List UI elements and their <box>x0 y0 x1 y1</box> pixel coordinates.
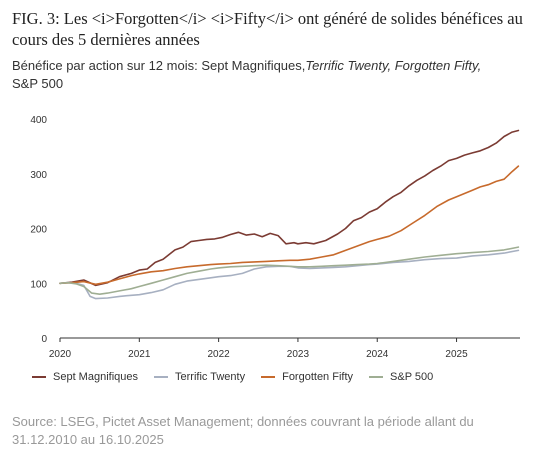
source-note: Source: LSEG, Pictet Asset Management; d… <box>12 414 474 447</box>
legend-label: Forgotten Fifty <box>282 371 354 383</box>
y-tick-label: 100 <box>30 279 47 290</box>
x-tick-label: 2023 <box>287 349 310 360</box>
legend-swatch <box>32 376 46 378</box>
y-tick-label: 0 <box>41 334 47 345</box>
x-tick-label: 2020 <box>49 349 72 360</box>
y-tick-label: 400 <box>30 115 47 126</box>
legend-item-forgotten-fifty: Forgotten Fifty <box>261 371 353 383</box>
chart-title: FIG. 3: Les <i>Forgotten</i> <i>Fifty</i… <box>12 9 523 49</box>
legend-label: Sept Magnifiques <box>53 371 138 383</box>
subtitle-italic: Terrific Twenty, Forgotten Fifty, <box>305 58 482 73</box>
legend-item-s-p-500: S&P 500 <box>369 371 433 383</box>
series-line-sept-magnifiques <box>59 129 520 287</box>
subtitle-end: S&P 500 <box>12 76 64 91</box>
legend-item-sept-magnifiques: Sept Magnifiques <box>32 371 138 383</box>
legend: Sept Magnifiques Terrific Twenty Forgotten… <box>32 371 532 383</box>
legend-swatch <box>369 376 384 378</box>
subtitle-main: Bénéfice par action sur 12 mois: Sept Ma… <box>12 58 306 73</box>
series-line-forgotten-fifty <box>59 165 520 286</box>
legend-label: S&P 500 <box>390 371 434 383</box>
x-tick-label: 2024 <box>366 349 389 360</box>
y-tick-label: 200 <box>30 225 47 236</box>
chart-subtitle: Bénéfice par action sur 12 mois: Sept Ma… <box>12 57 530 93</box>
x-tick-label: 2021 <box>128 349 151 360</box>
series-line-terrific-twenty <box>59 249 520 300</box>
legend-label: Terrific Twenty <box>175 371 246 383</box>
x-tick-label: 2022 <box>207 349 230 360</box>
y-tick-label: 300 <box>30 170 47 181</box>
legend-swatch <box>154 376 168 378</box>
series-lines <box>59 129 520 300</box>
legend-swatch <box>261 376 276 378</box>
x-tick-label: 2025 <box>445 349 468 360</box>
legend-item-terrific-twenty: Terrific Twenty <box>154 371 245 383</box>
series-line-s-p-500 <box>59 246 520 296</box>
axes: 0 100 200 300 400 2020 2021 2022 2023 2024 2025 <box>30 115 520 360</box>
